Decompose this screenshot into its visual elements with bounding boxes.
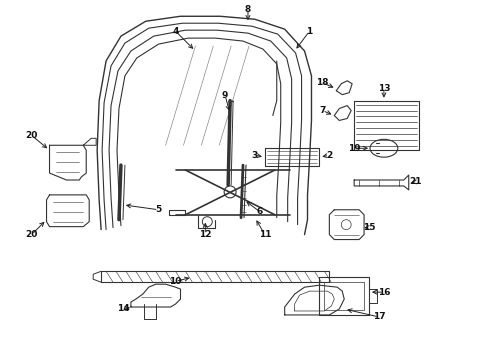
Text: 14: 14: [117, 305, 129, 314]
Text: 6: 6: [257, 207, 263, 216]
Text: 18: 18: [316, 78, 329, 87]
Text: 5: 5: [155, 205, 162, 214]
Text: 8: 8: [245, 5, 251, 14]
Text: 20: 20: [25, 131, 38, 140]
Text: 4: 4: [172, 27, 179, 36]
Text: 2: 2: [326, 151, 333, 160]
Text: 15: 15: [363, 223, 375, 232]
Text: 9: 9: [222, 91, 228, 100]
Text: 17: 17: [373, 312, 385, 321]
Text: 13: 13: [378, 84, 390, 93]
Text: 10: 10: [170, 277, 182, 286]
Text: 11: 11: [259, 230, 271, 239]
Text: 21: 21: [410, 177, 422, 186]
Text: 7: 7: [319, 106, 325, 115]
Text: 1: 1: [306, 27, 313, 36]
Text: 19: 19: [348, 144, 361, 153]
Text: 20: 20: [25, 230, 38, 239]
Text: 3: 3: [252, 151, 258, 160]
Text: 16: 16: [378, 288, 390, 297]
Text: 12: 12: [199, 230, 212, 239]
